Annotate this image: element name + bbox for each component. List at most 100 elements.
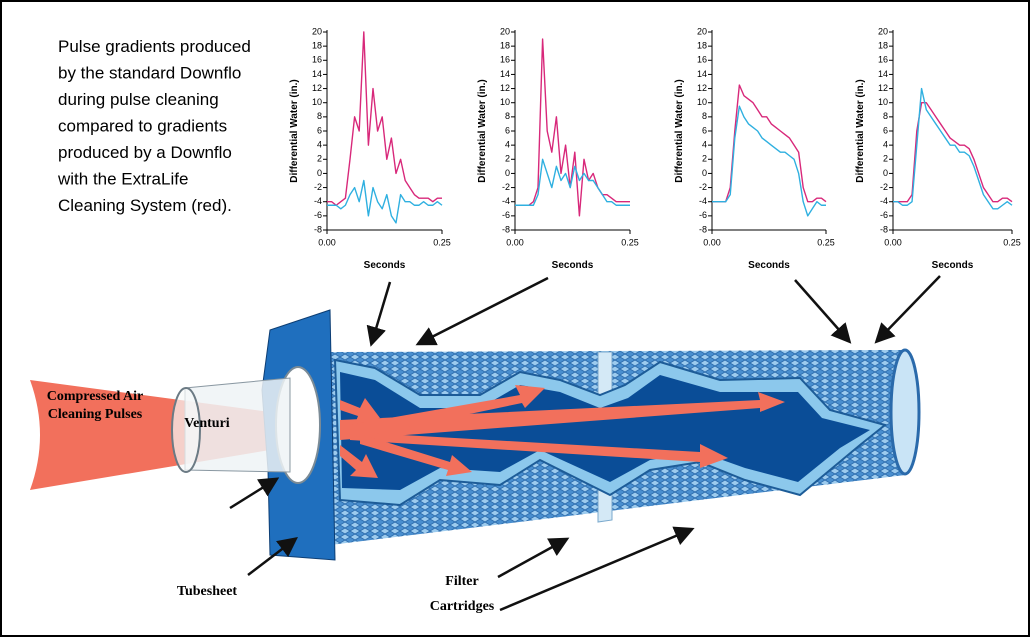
y-tick-label: 14	[878, 69, 888, 79]
y-tick-label: 16	[500, 55, 510, 65]
y-tick-label: 2	[505, 154, 510, 164]
venturi-mouth	[171, 387, 201, 473]
y-tick-label: 10	[697, 97, 707, 107]
y-tick-label: 10	[878, 97, 888, 107]
y-tick-label: 4	[505, 140, 510, 150]
y-tick-label: 0	[883, 168, 888, 178]
label: Tubesheet	[177, 584, 238, 599]
series-line	[893, 102, 1013, 203]
label: Cleaning Pulses	[48, 407, 143, 422]
series-line	[712, 105, 826, 217]
x-tick-label: 0.00	[506, 237, 524, 247]
series-line	[893, 87, 1013, 210]
x-tick-label: 0.00	[318, 237, 336, 247]
x-axis-label: Seconds	[552, 260, 594, 271]
y-tick-label: 10	[500, 97, 510, 107]
y-tick-label: -6	[880, 210, 888, 220]
y-tick-label: 18	[878, 41, 888, 51]
caption: Pulse gradients produced by the standard …	[57, 37, 251, 215]
y-tick-label: -8	[880, 224, 888, 234]
y-tick-label: 18	[312, 41, 322, 51]
y-tick-label: 16	[697, 55, 707, 65]
label: Filter	[445, 574, 478, 589]
y-tick-label: -6	[699, 210, 707, 220]
label: Compressed Air	[47, 389, 144, 404]
y-tick-label: 10	[312, 97, 322, 107]
y-tick-label: 2	[883, 154, 888, 164]
x-axis-label: Seconds	[932, 260, 974, 271]
y-axis-label: Differential Water (in.)	[674, 79, 685, 183]
air-arrows	[340, 385, 785, 478]
label: Venturi	[184, 416, 229, 431]
caption-line: produced by a Downflo	[58, 143, 232, 162]
y-tick-label: -2	[502, 182, 510, 192]
chart: -8 -6 -4 -2 0 2 4 6 8 10 12 14 16 18 20 0.00 0.25 Differe…	[855, 26, 1021, 271]
x-tick-label: 0.25	[621, 237, 639, 247]
y-tick-label: -8	[502, 224, 510, 234]
y-tick-label: 14	[697, 69, 707, 79]
chart: -8 -6 -4 -2 0 2 4 6 8 10 12 14 16 18 20 0.00 0.25 Differe…	[289, 26, 451, 271]
x-axis-label: Seconds	[748, 260, 790, 271]
y-tick-label: -4	[699, 196, 707, 206]
y-tick-label: -8	[699, 224, 707, 234]
caption-line: during pulse cleaning	[58, 90, 219, 109]
y-tick-label: -4	[502, 196, 510, 206]
y-tick-label: 12	[312, 83, 322, 93]
x-tick-label: 0.25	[817, 237, 835, 247]
y-tick-label: 4	[883, 140, 888, 150]
series-line	[327, 179, 443, 224]
y-tick-label: -2	[314, 182, 322, 192]
y-tick-label: 8	[702, 111, 707, 121]
chart: -8 -6 -4 -2 0 2 4 6 8 10 12 14 16 18 20 0.00 0.25 Differe…	[674, 26, 835, 271]
y-tick-label: 20	[697, 26, 707, 36]
y-tick-label: 6	[702, 125, 707, 135]
y-tick-label: 0	[505, 168, 510, 178]
chart: -8 -6 -4 -2 0 2 4 6 8 10 12 14 16 18 20 0.00 0.25 Differe…	[477, 26, 639, 271]
y-tick-label: 20	[500, 26, 510, 36]
y-tick-label: -4	[880, 196, 888, 206]
y-tick-label: -4	[314, 196, 322, 206]
y-tick-label: 8	[317, 111, 322, 121]
caption-line: by the standard Downflo	[58, 64, 241, 83]
x-axis-label: Seconds	[364, 260, 406, 271]
y-tick-label: 6	[505, 125, 510, 135]
y-tick-label: 16	[312, 55, 322, 65]
y-axis-label: Differential Water (in.)	[289, 79, 300, 183]
y-axis-label: Differential Water (in.)	[477, 79, 488, 183]
cartridge-end	[889, 348, 921, 476]
y-tick-label: 6	[317, 125, 322, 135]
y-tick-label: -2	[880, 182, 888, 192]
caption-line: Pulse gradients produced	[58, 37, 251, 56]
y-tick-label: 4	[702, 140, 707, 150]
caption-line: with the ExtraLife	[57, 170, 188, 189]
caption-line: compared to gradients	[58, 117, 227, 136]
y-axis-label: Differential Water (in.)	[855, 79, 866, 183]
y-tick-label: 4	[317, 140, 322, 150]
y-tick-label: 16	[878, 55, 888, 65]
x-tick-label: 0.25	[1003, 237, 1021, 247]
y-tick-label: 20	[878, 26, 888, 36]
y-tick-label: 14	[312, 69, 322, 79]
label: Cartridges	[430, 599, 495, 614]
y-tick-label: 18	[697, 41, 707, 51]
y-tick-label: 6	[883, 125, 888, 135]
y-tick-label: 12	[878, 83, 888, 93]
y-tick-label: 8	[505, 111, 510, 121]
y-tick-label: -6	[502, 210, 510, 220]
y-tick-label: 12	[697, 83, 707, 93]
y-tick-label: 20	[312, 26, 322, 36]
series-line	[327, 31, 442, 206]
caption-line: Cleaning System (red).	[58, 196, 232, 215]
y-tick-label: 2	[317, 154, 322, 164]
x-tick-label: 0.25	[433, 237, 451, 247]
y-tick-label: -6	[314, 210, 322, 220]
y-tick-label: 14	[500, 69, 510, 79]
y-tick-label: 0	[317, 168, 322, 178]
y-tick-label: 8	[883, 111, 888, 121]
y-tick-label: -2	[699, 182, 707, 192]
y-tick-label: 12	[500, 83, 510, 93]
x-tick-label: 0.00	[703, 237, 721, 247]
y-tick-label: 2	[702, 154, 707, 164]
